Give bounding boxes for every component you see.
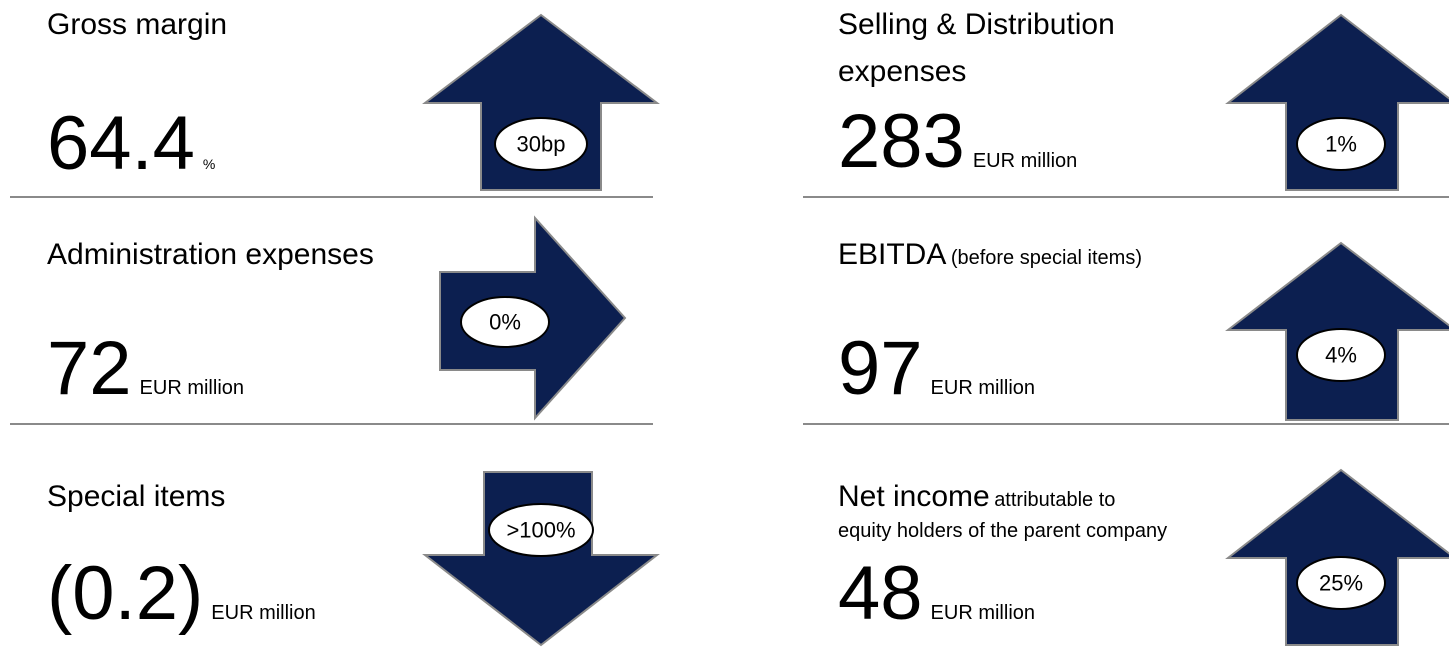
change-label: 4% bbox=[1325, 343, 1357, 368]
tile-heading: Net income attributable to bbox=[838, 482, 1115, 512]
change-label: 0% bbox=[489, 310, 521, 335]
value-row: 97 EUR million bbox=[838, 331, 1035, 407]
tile-qualifier: attributable to bbox=[994, 489, 1116, 511]
tile-unit: EUR million bbox=[972, 150, 1078, 172]
tile-value: (0.2) bbox=[47, 551, 204, 636]
change-badge bbox=[1296, 556, 1386, 610]
value-row: 72 EUR million bbox=[47, 331, 244, 407]
tile-title: Administration expenses bbox=[47, 238, 374, 271]
tile-value: 97 bbox=[838, 326, 923, 411]
tile-value: 72 bbox=[47, 326, 132, 411]
change-badge bbox=[488, 503, 594, 557]
value-row: 64.4% bbox=[47, 106, 215, 182]
tile-note: equity holders of the parent company bbox=[838, 520, 1168, 542]
tile-qualifier: (before special items) bbox=[950, 247, 1142, 269]
arrow-down bbox=[422, 471, 660, 647]
tile-unit: % bbox=[202, 156, 216, 172]
value-row: (0.2) EUR million bbox=[47, 556, 316, 632]
tile-title: Special items bbox=[47, 480, 226, 513]
tile-unit: EUR million bbox=[211, 602, 316, 624]
change-badge bbox=[1296, 328, 1386, 382]
change-label: >100% bbox=[506, 518, 575, 543]
tile-value: 283 bbox=[838, 99, 965, 184]
tile-unit: EUR million bbox=[139, 377, 245, 399]
change-badge bbox=[494, 117, 588, 171]
tile-value: 64.4 bbox=[47, 101, 195, 186]
value-row: 283 EUR million bbox=[838, 104, 1077, 180]
arrow-up bbox=[1225, 13, 1449, 191]
change-badge bbox=[460, 296, 550, 348]
tile-unit: EUR million bbox=[930, 602, 1036, 624]
tile-unit: EUR million bbox=[930, 377, 1036, 399]
change-label: 30bp bbox=[517, 132, 566, 157]
tile-title: EBITDA bbox=[838, 238, 947, 271]
tile-value: 48 bbox=[838, 551, 923, 636]
tile-title: Net income bbox=[838, 480, 990, 513]
change-badge bbox=[1296, 117, 1386, 171]
tile-heading: EBITDA (before special items) bbox=[838, 240, 1142, 270]
change-label: 1% bbox=[1325, 132, 1357, 157]
tile-title: Gross margin bbox=[47, 8, 228, 41]
change-label: 25% bbox=[1319, 571, 1363, 596]
tile-title: Selling & Distribution expenses bbox=[838, 8, 1115, 88]
arrow-up bbox=[422, 13, 660, 191]
value-row: 48 EUR million bbox=[838, 556, 1035, 632]
